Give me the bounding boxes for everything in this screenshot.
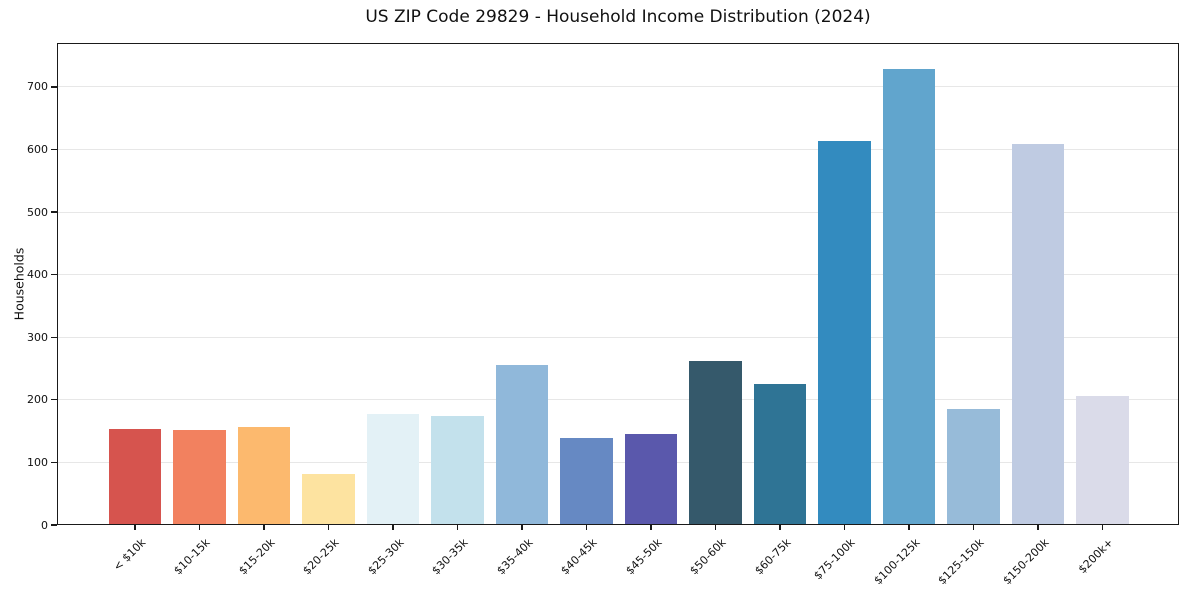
bar-$15-20k [237, 427, 291, 525]
bar-$10-15k [173, 429, 226, 525]
x-tick-label-1: $10-15k [171, 536, 213, 578]
bar-$35-40k [495, 364, 549, 525]
gridline-y-700 [57, 86, 1179, 88]
x-tick-label-3: $20-25k [300, 536, 342, 578]
bar-$30-35k [431, 416, 484, 525]
x-tick-mark-10 [779, 525, 781, 530]
x-tick-mark-11 [843, 525, 846, 530]
y-tick-label-300: 300 [27, 330, 48, 344]
x-tick-label-15: $200k+ [1075, 536, 1116, 577]
y-tick-mark-200 [51, 399, 57, 401]
x-tick-label-6: $35-40k [493, 536, 536, 578]
y-tick-mark-100 [51, 461, 57, 464]
x-tick-mark-6 [521, 525, 523, 530]
y-tick-mark-500 [51, 211, 57, 213]
y-axis-label: Households [11, 247, 27, 321]
x-tick-label-2: $15-20k [235, 536, 278, 578]
x-tick-label-8: $45-50k [622, 536, 665, 578]
gridline-y-100 [57, 461, 1179, 463]
bar-$150-200k [1011, 144, 1065, 525]
x-tick-label-7: $40-45k [558, 536, 600, 578]
x-tick-label-5: $30-35k [429, 536, 471, 578]
y-tick-label-500: 500 [27, 205, 48, 219]
x-tick-mark-4 [392, 525, 394, 530]
x-tick-label-9: $50-60k [687, 536, 729, 578]
bar-< $10k [108, 428, 162, 525]
y-tick-mark-0 [51, 524, 57, 526]
y-tick-label-600: 600 [27, 142, 48, 156]
x-tick-mark-1 [198, 525, 201, 530]
y-tick-mark-400 [51, 273, 57, 276]
x-tick-mark-5 [456, 525, 459, 530]
x-tick-mark-15 [1101, 525, 1104, 530]
x-tick-mark-8 [650, 525, 652, 530]
x-tick-label-10: $60-75k [751, 536, 794, 578]
bar-$100-125k [882, 69, 936, 525]
x-tick-mark-13 [972, 525, 975, 530]
gridline-y-500 [57, 211, 1179, 213]
bar-$25-30k [366, 413, 420, 525]
x-tick-mark-2 [263, 525, 265, 530]
bar-$50-60k [689, 361, 742, 525]
bar-$125-150k [947, 408, 1000, 525]
bar-$20-25k [302, 473, 355, 525]
x-tick-label-12: $100-125k [871, 536, 923, 588]
y-tick-label-0: 0 [41, 518, 48, 532]
bar-$200k+ [1076, 396, 1129, 525]
x-tick-mark-7 [585, 525, 588, 530]
y-tick-mark-700 [51, 86, 57, 88]
x-tick-label-14: $150-200k [1000, 536, 1052, 588]
bar-$45-50k [624, 434, 678, 525]
x-tick-label-13: $125-150k [935, 536, 987, 588]
x-tick-mark-3 [327, 525, 330, 530]
bar-$40-45k [560, 438, 613, 525]
y-tick-mark-600 [51, 148, 57, 151]
y-tick-label-700: 700 [27, 80, 48, 94]
y-tick-label-400: 400 [27, 268, 48, 282]
x-tick-label-11: $75-100k [811, 536, 858, 583]
gridline-y-600 [57, 148, 1179, 150]
x-tick-mark-9 [714, 525, 717, 530]
x-tick-mark-0 [134, 525, 136, 530]
y-tick-mark-300 [51, 336, 57, 338]
bar-$75-100k [818, 141, 871, 525]
gridline-y-300 [57, 336, 1179, 338]
x-tick-label-0: < $10k [110, 536, 149, 574]
x-tick-label-4: $25-30k [364, 536, 407, 578]
bar-$60-75k [753, 384, 807, 525]
chart-title: US ZIP Code 29829 - Household Income Dis… [365, 7, 871, 27]
y-tick-label-200: 200 [27, 393, 48, 407]
x-tick-mark-12 [908, 525, 910, 530]
gridline-y-400 [57, 274, 1179, 276]
x-tick-mark-14 [1037, 525, 1039, 530]
gridline-y-200 [57, 399, 1179, 401]
plot-area [57, 43, 1179, 525]
y-tick-label-100: 100 [27, 455, 48, 469]
